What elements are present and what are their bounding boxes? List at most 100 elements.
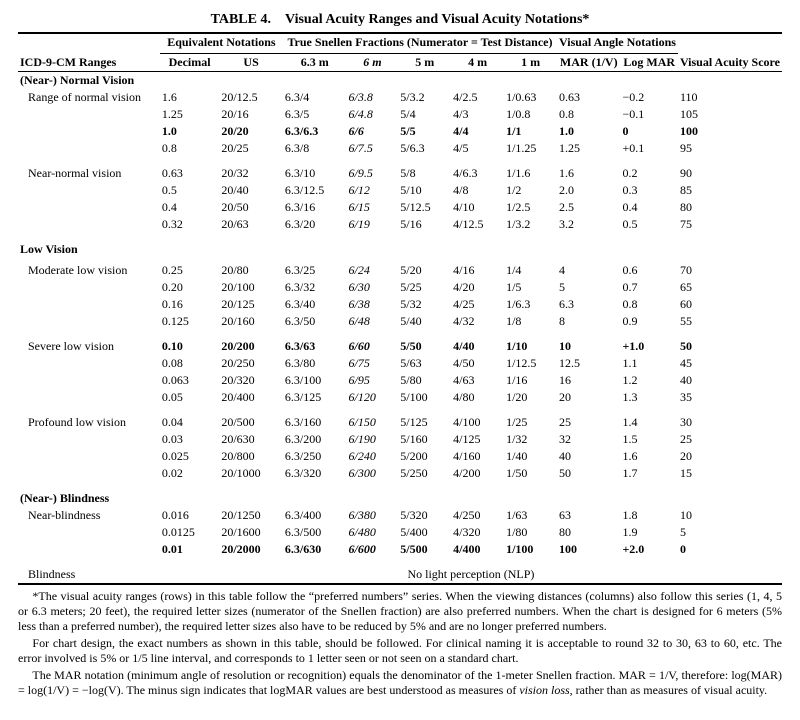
cell: 1/1 [504,123,557,140]
table-row [18,558,782,566]
cell: 20/20 [219,123,283,140]
table-row: 0.0520/4006.3/1256/1205/1004/801/20201.3… [18,389,782,406]
col-group-angle: Visual Angle Notations [557,33,678,51]
cell: 25 [678,431,782,448]
cell: 80 [557,524,620,541]
cell: 5 [678,524,782,541]
cell: 1/2.5 [504,199,557,216]
cell: 6.3/160 [283,414,347,431]
cell: 6.3/125 [283,389,347,406]
cell: 0.16 [160,296,219,313]
cell: 0.016 [160,507,219,524]
cell: 6/6 [347,123,399,140]
cell: 4/2.5 [451,89,504,106]
table-row: (Near-) Normal Vision [18,72,782,90]
cell: +2.0 [620,541,677,558]
cell: 4/40 [451,338,504,355]
cell: 0.32 [160,216,219,233]
cell: 45 [678,355,782,372]
table-title: TABLE 4. Visual Acuity Ranges and Visual… [18,12,782,28]
cell: 4/3 [451,106,504,123]
cell: 20/400 [219,389,283,406]
table-row: 0.012520/16006.3/5006/4805/4004/3201/808… [18,524,782,541]
cell: 20/12.5 [219,89,283,106]
cell: 6.3/320 [283,465,347,482]
cell: 95 [678,140,782,157]
cell: 32 [557,431,620,448]
cell: 1.4 [620,414,677,431]
cell: 75 [678,216,782,233]
footnote-p2: For chart design, the exact numbers as s… [18,636,782,666]
cell: 6/19 [347,216,399,233]
cell: 6.3/100 [283,372,347,389]
table-row: Profound low vision 0.0420/5006.3/1606/1… [18,414,782,431]
cell: 63 [557,507,620,524]
cell: 20/32 [219,165,283,182]
cell: 5/320 [398,507,451,524]
cell: 20/125 [219,296,283,313]
cell: 1/0.63 [504,89,557,106]
table-row: 0.06320/3206.3/1006/955/804/631/16161.24… [18,372,782,389]
cell: 5/50 [398,338,451,355]
section-heading: (Near-) Blindness [18,490,782,507]
cell: 90 [678,165,782,182]
cell: 100 [678,123,782,140]
table-row [18,157,782,165]
nlp-cell: No light perception (NLP) [160,566,782,584]
cell: 1/0.8 [504,106,557,123]
table-page: TABLE 4. Visual Acuity Ranges and Visual… [0,0,800,710]
cell: 6/190 [347,431,399,448]
cell: 6.3/20 [283,216,347,233]
col-mar: MAR (1/V) [557,54,620,72]
cell: 1/63 [504,507,557,524]
cell: 12.5 [557,355,620,372]
col-us: US [219,54,283,72]
table-row: 0.820/256.3/86/7.55/6.34/51/1.251.25+0.1… [18,140,782,157]
cell: 50 [557,465,620,482]
table-row: Near-normal vision 0.6320/326.3/106/9.55… [18,165,782,182]
cell: 4/12.5 [451,216,504,233]
col-1m: 1 m [504,54,557,72]
row-label: Profound low vision [18,414,160,431]
cell: 10 [678,507,782,524]
cell: 5/32 [398,296,451,313]
cell: 1/32 [504,431,557,448]
cell: 6/48 [347,313,399,330]
table-row: 0.0320/6306.3/2006/1905/1604/1251/32321.… [18,431,782,448]
cell: 6/3.8 [347,89,399,106]
row-label: Near-blindness [18,507,160,524]
col-4m: 4 m [451,54,504,72]
cell: 0.20 [160,279,219,296]
cell: 5/5 [398,123,451,140]
table-row: Severe low vision 0.1020/2006.3/636/605/… [18,338,782,355]
cell: 1/5 [504,279,557,296]
col-logmar: Log MAR [620,54,677,72]
table-row: Low Vision [18,241,782,258]
cell: 6.3/50 [283,313,347,330]
cell: 0.5 [620,216,677,233]
cell: 1/4 [504,262,557,279]
cell: 0.05 [160,389,219,406]
cell: 4/320 [451,524,504,541]
cell: 35 [678,389,782,406]
cell: 6/38 [347,296,399,313]
col-5m: 5 m [398,54,451,72]
cell: 4/20 [451,279,504,296]
cell: 1/8 [504,313,557,330]
row-label: Blindness [18,566,160,584]
cell: 5/40 [398,313,451,330]
cell: 20/160 [219,313,283,330]
cell: 110 [678,89,782,106]
table-row: Range of normal vision 1.620/12.56.3/46/… [18,89,782,106]
cell: 0.5 [160,182,219,199]
row-label: Range of normal vision [18,89,160,106]
row-label: Near-normal vision [18,165,160,182]
col-6m: 6 m [347,54,399,72]
cell: 5/160 [398,431,451,448]
cell: 0.03 [160,431,219,448]
cell: 0.10 [160,338,219,355]
cell: 1.1 [620,355,677,372]
cell: 2.0 [557,182,620,199]
cell: 4/63 [451,372,504,389]
cell: 4/50 [451,355,504,372]
